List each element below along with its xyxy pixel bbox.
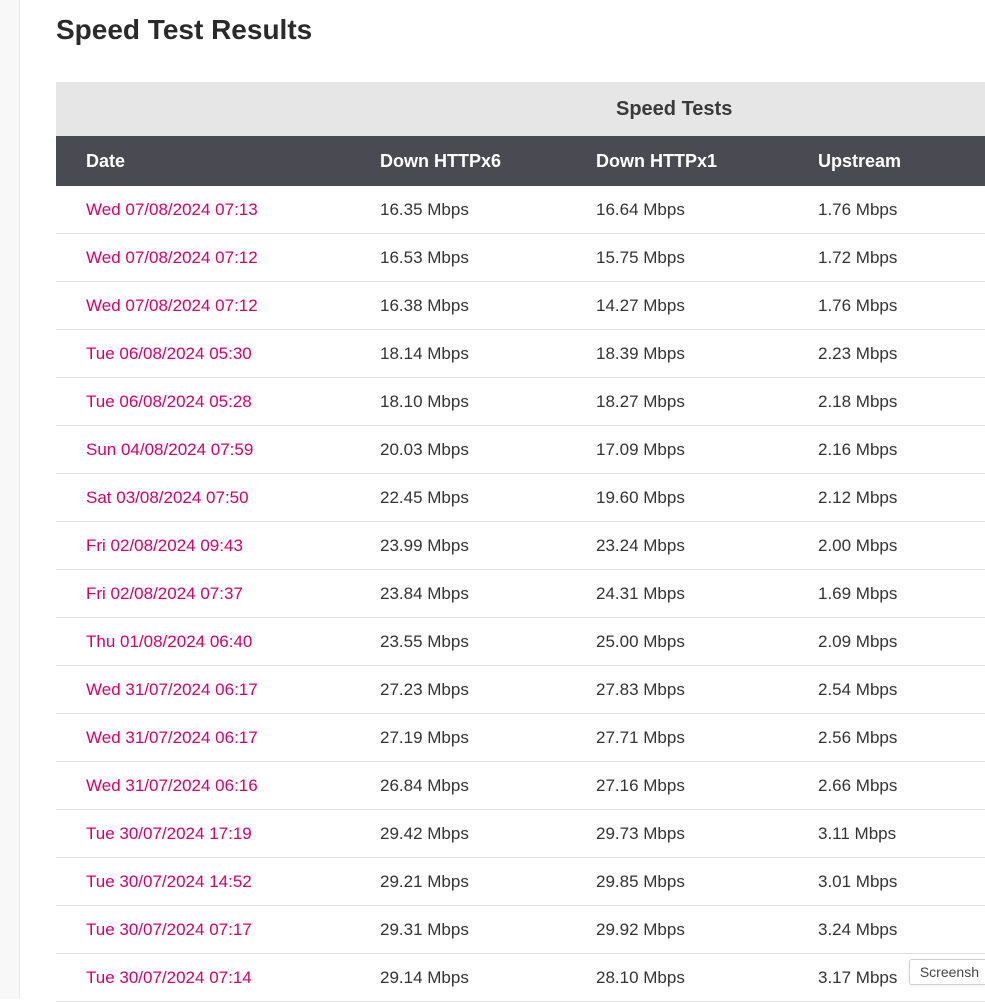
upstream-value: 2.16 Mbps [818, 440, 985, 460]
table-row: Wed 31/07/2024 06:1727.23 Mbps27.83 Mbps… [56, 666, 985, 714]
table-row: Tue 06/08/2024 05:2818.10 Mbps18.27 Mbps… [56, 378, 985, 426]
date-link[interactable]: Wed 07/08/2024 07:12 [56, 248, 380, 268]
down-httpx1-value: 27.83 Mbps [596, 680, 818, 700]
down-httpx6-value: 29.42 Mbps [380, 824, 596, 844]
down-httpx1-value: 29.85 Mbps [596, 872, 818, 892]
upstream-value: 2.56 Mbps [818, 728, 985, 748]
upstream-value: 2.09 Mbps [818, 632, 985, 652]
table-column-header-row: Date Down HTTPx6 Down HTTPx1 Upstream [56, 136, 985, 186]
table-group-header-row: Speed Tests [56, 82, 985, 136]
content-area: Speed Test Results Speed Tests Date Down… [20, 0, 985, 1002]
table-row: Wed 07/08/2024 07:1316.35 Mbps16.64 Mbps… [56, 186, 985, 234]
down-httpx1-value: 27.16 Mbps [596, 776, 818, 796]
date-link[interactable]: Wed 31/07/2024 06:17 [56, 728, 380, 748]
down-httpx1-value: 29.92 Mbps [596, 920, 818, 940]
date-link[interactable]: Wed 31/07/2024 06:16 [56, 776, 380, 796]
column-header-down-httpx6: Down HTTPx6 [380, 151, 596, 172]
screenshot-notification-tab[interactable]: Screensh [909, 959, 985, 985]
table-row: Fri 02/08/2024 09:4323.99 Mbps23.24 Mbps… [56, 522, 985, 570]
down-httpx1-value: 17.09 Mbps [596, 440, 818, 460]
date-link[interactable]: Fri 02/08/2024 09:43 [56, 536, 380, 556]
upstream-value: 2.54 Mbps [818, 680, 985, 700]
upstream-value: 1.76 Mbps [818, 296, 985, 316]
date-link[interactable]: Tue 06/08/2024 05:28 [56, 392, 380, 412]
left-gutter [0, 0, 20, 999]
down-httpx6-value: 16.35 Mbps [380, 200, 596, 220]
upstream-value: 2.23 Mbps [818, 344, 985, 364]
down-httpx1-value: 15.75 Mbps [596, 248, 818, 268]
date-link[interactable]: Wed 07/08/2024 07:12 [56, 296, 380, 316]
down-httpx6-value: 23.84 Mbps [380, 584, 596, 604]
upstream-value: 2.12 Mbps [818, 488, 985, 508]
down-httpx6-value: 18.14 Mbps [380, 344, 596, 364]
table-body: Wed 07/08/2024 07:1316.35 Mbps16.64 Mbps… [56, 186, 985, 1002]
upstream-value: 1.69 Mbps [818, 584, 985, 604]
speed-test-table: Speed Tests Date Down HTTPx6 Down HTTPx1… [56, 82, 985, 1002]
date-link[interactable]: Tue 30/07/2024 07:17 [56, 920, 380, 940]
down-httpx1-value: 23.24 Mbps [596, 536, 818, 556]
down-httpx6-value: 22.45 Mbps [380, 488, 596, 508]
down-httpx6-value: 27.19 Mbps [380, 728, 596, 748]
table-row: Thu 01/08/2024 06:4023.55 Mbps25.00 Mbps… [56, 618, 985, 666]
date-link[interactable]: Thu 01/08/2024 06:40 [56, 632, 380, 652]
date-link[interactable]: Tue 30/07/2024 14:52 [56, 872, 380, 892]
down-httpx1-value: 19.60 Mbps [596, 488, 818, 508]
column-header-down-httpx1: Down HTTPx1 [596, 151, 818, 172]
date-link[interactable]: Sat 03/08/2024 07:50 [56, 488, 380, 508]
down-httpx6-value: 27.23 Mbps [380, 680, 596, 700]
upstream-value: 3.24 Mbps [818, 920, 985, 940]
date-link[interactable]: Tue 30/07/2024 07:14 [56, 968, 380, 988]
upstream-value: 2.66 Mbps [818, 776, 985, 796]
down-httpx1-value: 18.39 Mbps [596, 344, 818, 364]
page: Speed Test Results Speed Tests Date Down… [0, 0, 985, 1002]
table-row: Wed 31/07/2024 06:1626.84 Mbps27.16 Mbps… [56, 762, 985, 810]
group-header-speed-tests: Speed Tests [616, 98, 732, 121]
upstream-value: 1.76 Mbps [818, 200, 985, 220]
table-row: Tue 30/07/2024 17:1929.42 Mbps29.73 Mbps… [56, 810, 985, 858]
upstream-value: 1.72 Mbps [818, 248, 985, 268]
table-row: Sat 03/08/2024 07:5022.45 Mbps19.60 Mbps… [56, 474, 985, 522]
down-httpx6-value: 29.31 Mbps [380, 920, 596, 940]
down-httpx6-value: 23.99 Mbps [380, 536, 596, 556]
table-row: Wed 31/07/2024 06:1727.19 Mbps27.71 Mbps… [56, 714, 985, 762]
down-httpx1-value: 14.27 Mbps [596, 296, 818, 316]
down-httpx6-value: 26.84 Mbps [380, 776, 596, 796]
table-row: Fri 02/08/2024 07:3723.84 Mbps24.31 Mbps… [56, 570, 985, 618]
upstream-value: 3.01 Mbps [818, 872, 985, 892]
table-row: Tue 30/07/2024 07:1429.14 Mbps28.10 Mbps… [56, 954, 985, 1002]
upstream-value: 2.18 Mbps [818, 392, 985, 412]
table-row: Wed 07/08/2024 07:1216.38 Mbps14.27 Mbps… [56, 282, 985, 330]
down-httpx1-value: 24.31 Mbps [596, 584, 818, 604]
down-httpx6-value: 18.10 Mbps [380, 392, 596, 412]
date-link[interactable]: Wed 07/08/2024 07:13 [56, 200, 380, 220]
down-httpx1-value: 29.73 Mbps [596, 824, 818, 844]
table-row: Wed 07/08/2024 07:1216.53 Mbps15.75 Mbps… [56, 234, 985, 282]
column-header-upstream: Upstream [818, 151, 985, 172]
down-httpx6-value: 23.55 Mbps [380, 632, 596, 652]
table-row: Sun 04/08/2024 07:5920.03 Mbps17.09 Mbps… [56, 426, 985, 474]
down-httpx6-value: 29.14 Mbps [380, 968, 596, 988]
column-header-date: Date [56, 151, 380, 172]
date-link[interactable]: Tue 06/08/2024 05:30 [56, 344, 380, 364]
down-httpx6-value: 20.03 Mbps [380, 440, 596, 460]
upstream-value: 2.00 Mbps [818, 536, 985, 556]
down-httpx1-value: 18.27 Mbps [596, 392, 818, 412]
date-link[interactable]: Sun 04/08/2024 07:59 [56, 440, 380, 460]
date-link[interactable]: Wed 31/07/2024 06:17 [56, 680, 380, 700]
upstream-value: 3.11 Mbps [818, 824, 985, 844]
date-link[interactable]: Tue 30/07/2024 17:19 [56, 824, 380, 844]
down-httpx1-value: 27.71 Mbps [596, 728, 818, 748]
down-httpx6-value: 16.38 Mbps [380, 296, 596, 316]
down-httpx1-value: 16.64 Mbps [596, 200, 818, 220]
down-httpx6-value: 16.53 Mbps [380, 248, 596, 268]
down-httpx1-value: 25.00 Mbps [596, 632, 818, 652]
table-row: Tue 30/07/2024 07:1729.31 Mbps29.92 Mbps… [56, 906, 985, 954]
down-httpx1-value: 28.10 Mbps [596, 968, 818, 988]
down-httpx6-value: 29.21 Mbps [380, 872, 596, 892]
page-title: Speed Test Results [56, 14, 985, 46]
date-link[interactable]: Fri 02/08/2024 07:37 [56, 584, 380, 604]
table-row: Tue 06/08/2024 05:3018.14 Mbps18.39 Mbps… [56, 330, 985, 378]
table-row: Tue 30/07/2024 14:5229.21 Mbps29.85 Mbps… [56, 858, 985, 906]
